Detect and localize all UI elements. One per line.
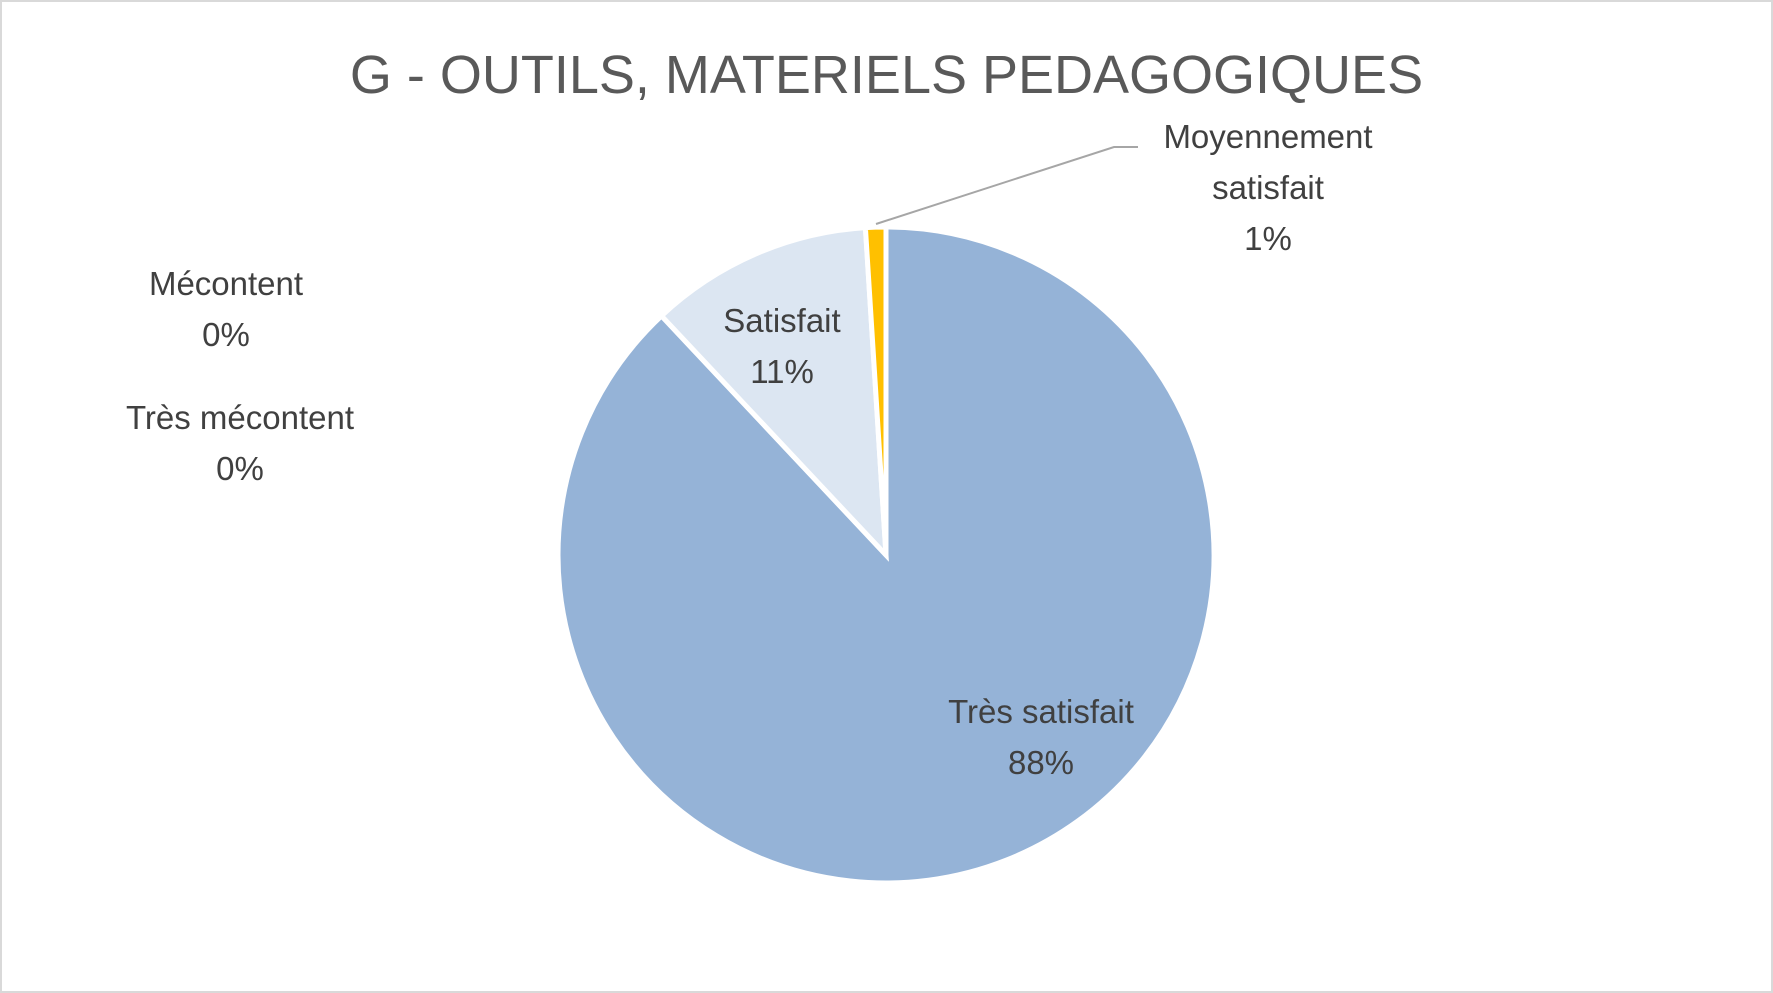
category-label: Satisfait	[723, 302, 841, 339]
category-label: Très mécontent	[125, 399, 355, 436]
category-label: Très satisfait	[948, 693, 1134, 730]
chart-title: G - OUTILS, MATERIELS PEDAGOGIQUES	[349, 45, 1424, 105]
value-label: 1%	[1244, 220, 1292, 257]
data-label: Très mécontent 0%	[80, 392, 400, 494]
data-label: Satisfait 11%	[672, 295, 892, 397]
pie-slice	[657, 224, 889, 562]
value-label: 88%	[1007, 744, 1075, 781]
data-label: Moyennement satisfait 1%	[1118, 111, 1418, 264]
value-label: 0%	[202, 316, 250, 353]
data-label: Très satisfait 88%	[891, 686, 1191, 788]
category-label: Moyennement satisfait	[1163, 118, 1373, 206]
value-label: 0%	[216, 450, 264, 487]
value-label: 11%	[750, 353, 814, 390]
leader-line	[875, 146, 1138, 225]
category-label: Mécontent	[148, 265, 304, 302]
data-label: Mécontent 0%	[76, 258, 376, 360]
